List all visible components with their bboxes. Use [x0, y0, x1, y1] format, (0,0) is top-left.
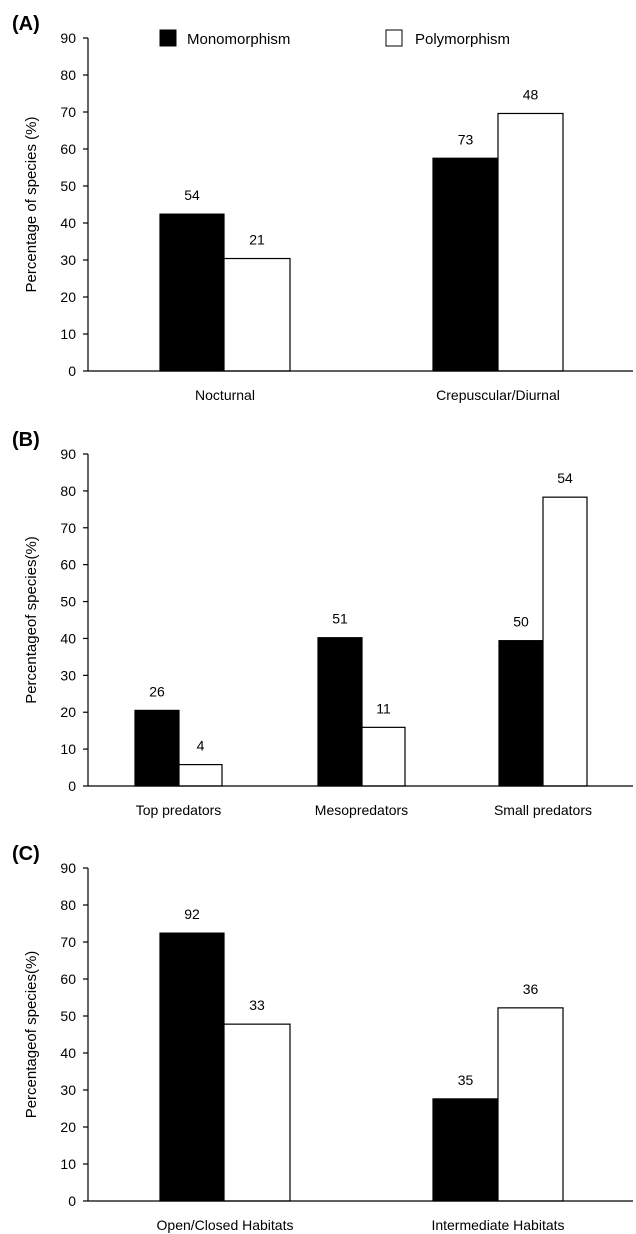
bar-monomorphism-1 — [159, 213, 225, 372]
legend-label-monomorphism: Monomorphism — [187, 31, 290, 48]
y-tick-label: 0 — [68, 363, 76, 379]
legend-label-polymorphism: Polymorphism — [415, 31, 510, 48]
data-label-monomorphism-1: 26 — [149, 683, 165, 699]
y-tick-label: 90 — [60, 30, 76, 46]
legend-swatch-polymorphism — [385, 29, 403, 47]
bar-polymorphism-1 — [223, 257, 291, 372]
y-tick-label: 10 — [60, 741, 76, 757]
data-label-polymorphism-1: 4 — [197, 738, 205, 754]
data-label-polymorphism-3: 54 — [557, 470, 573, 486]
y-tick-label: 30 — [60, 667, 76, 683]
data-label-monomorphism-1: 92 — [184, 906, 200, 922]
category-label: Open/Closed Habitats — [157, 1217, 294, 1233]
y-tick-label: 0 — [68, 778, 76, 794]
bar-monomorphism-2 — [432, 1098, 499, 1202]
data-label-polymorphism-2: 11 — [376, 700, 391, 716]
bar-monomorphism-2 — [317, 637, 363, 787]
y-tick-label: 70 — [60, 104, 76, 120]
bar-monomorphism-3 — [498, 640, 544, 787]
y-tick-label: 20 — [60, 704, 76, 720]
data-label-monomorphism-2: 35 — [458, 1072, 474, 1088]
bar-monomorphism-1 — [159, 932, 225, 1202]
category-label: Small predators — [494, 802, 592, 818]
y-tick-label: 50 — [60, 594, 76, 610]
legend: Monomorphism Polymorphism — [159, 29, 510, 48]
data-label-polymorphism-1: 33 — [249, 997, 265, 1013]
y-tick-label: 30 — [60, 252, 76, 268]
y-tick-label: 20 — [60, 1119, 76, 1135]
bar-polymorphism-3 — [542, 496, 588, 787]
panel-label: (C) — [12, 843, 40, 865]
bar-polymorphism-2 — [361, 726, 406, 787]
y-tick-label: 50 — [60, 178, 76, 194]
y-tick-label: 80 — [60, 67, 76, 83]
category-label: Nocturnal — [195, 387, 255, 403]
panel-label: (B) — [12, 429, 40, 451]
data-label-monomorphism-2: 51 — [332, 611, 348, 627]
y-tick-label: 80 — [60, 483, 76, 499]
legend-swatch-monomorphism — [159, 29, 177, 47]
y-tick-label: 60 — [60, 141, 76, 157]
y-tick-label: 50 — [60, 1008, 76, 1024]
category-label: Intermediate Habitats — [431, 1217, 564, 1233]
y-tick-label: 30 — [60, 1082, 76, 1098]
chart-panel-1: (A) Percentage of species (%) 54 73 21 48 0 10 2… — [12, 13, 633, 403]
y-axis-label: Percentage of species (%) — [23, 117, 40, 293]
bar-polymorphism-1 — [223, 1023, 291, 1202]
data-label-polymorphism-2: 48 — [523, 86, 539, 102]
y-tick-label: 90 — [60, 446, 76, 462]
y-tick-label: 90 — [60, 860, 76, 876]
chart-panel-3: (C) Percentageof species(%) 92 35 33 36 0 10 20 3… — [12, 843, 633, 1233]
category-label: Crepuscular/Diurnal — [436, 387, 560, 403]
y-tick-label: 60 — [60, 971, 76, 987]
bar-polymorphism-2 — [497, 112, 564, 372]
y-tick-label: 80 — [60, 897, 76, 913]
data-label-monomorphism-2: 73 — [458, 131, 474, 147]
y-tick-label: 40 — [60, 215, 76, 231]
y-tick-label: 70 — [60, 934, 76, 950]
y-tick-label: 0 — [68, 1193, 76, 1209]
data-label-monomorphism-1: 54 — [184, 187, 200, 203]
bar-polymorphism-2 — [497, 1007, 564, 1202]
y-axis-label: Percentageof species(%) — [23, 951, 40, 1119]
chart-panel-2: (B) Percentageof species(%) 26 51 50 4 11 54 0 10… — [12, 429, 633, 818]
bar-monomorphism-1 — [134, 709, 180, 787]
panel-label: (A) — [12, 13, 40, 35]
data-label-polymorphism-1: 21 — [249, 232, 265, 248]
category-label: Top predators — [136, 802, 222, 818]
y-tick-label: 60 — [60, 557, 76, 573]
bar-polymorphism-1 — [178, 764, 223, 787]
y-tick-label: 40 — [60, 630, 76, 646]
y-axis-label: Percentageof species(%) — [23, 536, 40, 704]
y-tick-label: 20 — [60, 289, 76, 305]
data-label-monomorphism-3: 50 — [513, 614, 529, 630]
y-tick-label: 10 — [60, 326, 76, 342]
data-label-polymorphism-2: 36 — [523, 981, 539, 997]
bar-monomorphism-2 — [432, 157, 499, 372]
y-tick-label: 40 — [60, 1045, 76, 1061]
category-label: Mesopredators — [315, 802, 408, 818]
y-tick-label: 10 — [60, 1156, 76, 1172]
y-tick-label: 70 — [60, 520, 76, 536]
